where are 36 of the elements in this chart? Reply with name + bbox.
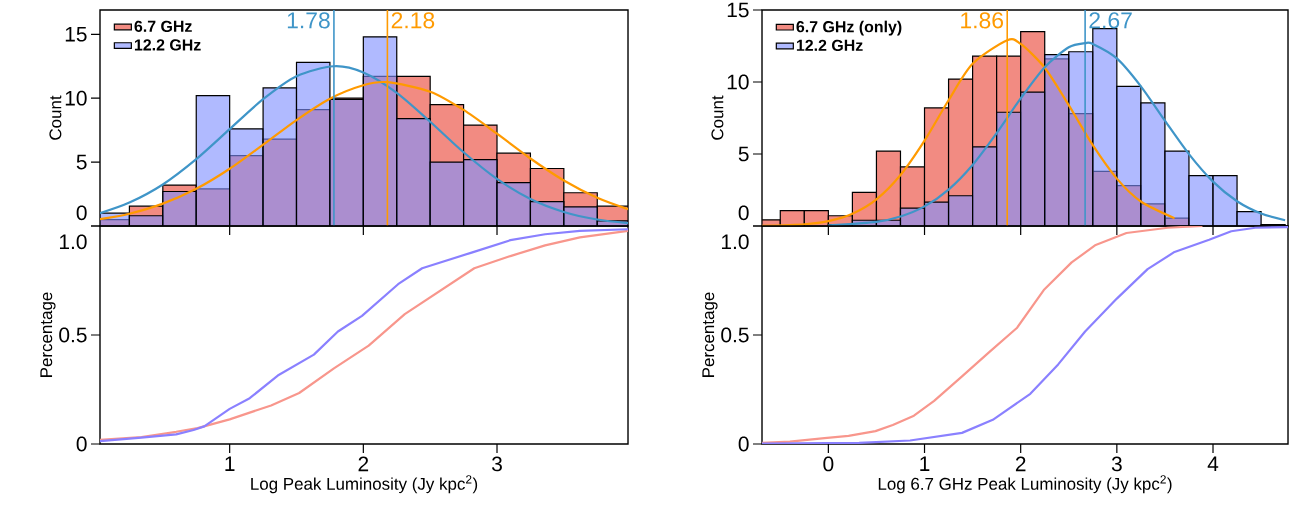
legend-label: 12.2 GHz xyxy=(134,39,201,51)
y-axis-title: Count xyxy=(49,95,62,140)
y-axis-title: Percentage xyxy=(702,292,718,377)
x-tick-label: 1 xyxy=(225,456,235,471)
x-axis-title: Log Peak Luminosity (Jy kpc$^{2}$) xyxy=(251,475,478,494)
x-tick-label: 2 xyxy=(358,456,369,472)
legend-label: 6.7 GHz (only) xyxy=(796,20,902,36)
legend-label: 12.2 GHz xyxy=(796,39,863,51)
y-tick-label: 0 xyxy=(76,436,87,452)
y-axis-title: Count xyxy=(711,95,724,140)
y-tick-label: 15 xyxy=(65,26,87,42)
legend-label: 6.7 GHz xyxy=(134,20,192,32)
y-tick-label: 1.0 xyxy=(59,234,87,250)
x-tick-label: 0 xyxy=(823,456,834,472)
y-tick-label: 0.5 xyxy=(721,327,749,343)
ref-line-label: 1.78 xyxy=(287,12,330,29)
y-tick-label: 0 xyxy=(738,205,749,221)
y-tick-label: 10 xyxy=(65,90,87,106)
y-tick-label: 5 xyxy=(738,146,749,162)
ref-line-label: 2.18 xyxy=(391,12,435,29)
y-tick-label: 10 xyxy=(727,74,749,90)
x-axis-title: Log 6.7 GHz Peak Luminosity (Jy kpc$^{2}$) xyxy=(878,475,1172,494)
y-tick-label: 5 xyxy=(76,154,87,170)
x-tick-label: 1 xyxy=(920,456,930,471)
x-tick-label: 2 xyxy=(1015,456,1026,472)
ref-line-label: 1.86 xyxy=(961,12,1004,29)
y-axis-title: Percentage xyxy=(40,292,56,377)
x-tick-label: 4 xyxy=(1207,456,1219,471)
x-tick-label: 3 xyxy=(1111,456,1122,472)
y-tick-label: 0 xyxy=(76,205,87,221)
x-tick-label: 3 xyxy=(491,456,502,472)
y-tick-label: 1.0 xyxy=(722,234,749,250)
y-tick-label: 0.5 xyxy=(59,327,87,343)
y-tick-label: 0 xyxy=(738,436,749,452)
ref-line-label: 2.67 xyxy=(1089,12,1132,29)
y-tick-label: 15 xyxy=(727,2,749,18)
